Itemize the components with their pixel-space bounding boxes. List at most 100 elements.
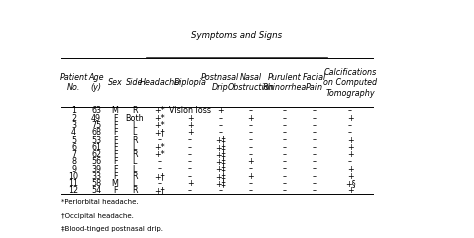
Text: –: – <box>312 135 317 144</box>
Text: Purulent
Rhinorrhea: Purulent Rhinorrhea <box>263 73 307 92</box>
Text: –: – <box>312 179 317 188</box>
Text: –: – <box>158 164 162 174</box>
Text: Side: Side <box>126 78 144 87</box>
Text: 12: 12 <box>69 186 79 195</box>
Text: +§: +§ <box>345 179 356 188</box>
Text: †Occipital headache.: †Occipital headache. <box>61 213 134 219</box>
Text: 3: 3 <box>71 121 76 130</box>
Text: Vision loss: Vision loss <box>169 106 211 115</box>
Text: +: + <box>346 114 353 123</box>
Text: 49: 49 <box>91 114 101 123</box>
Text: –: – <box>158 179 162 188</box>
Text: –: – <box>283 121 287 130</box>
Text: –: – <box>283 150 287 159</box>
Text: +: + <box>346 186 353 195</box>
Text: 4: 4 <box>71 128 76 137</box>
Text: –: – <box>312 121 317 130</box>
Text: R: R <box>132 135 137 144</box>
Text: 8: 8 <box>71 157 76 166</box>
Text: –: – <box>283 114 287 123</box>
Text: +‡: +‡ <box>215 143 226 152</box>
Text: +‡: +‡ <box>215 157 226 166</box>
Text: Age
(y): Age (y) <box>89 73 104 92</box>
Text: Calcifications
on Computed
Tomography: Calcifications on Computed Tomography <box>323 68 377 98</box>
Text: –: – <box>188 186 192 195</box>
Text: F: F <box>113 121 118 130</box>
Text: –: – <box>312 172 317 181</box>
Text: 7: 7 <box>71 150 76 159</box>
Text: +‡: +‡ <box>215 135 226 144</box>
Text: –: – <box>283 135 287 144</box>
Text: +*: +* <box>155 121 165 130</box>
Text: Nasal
Obstruction: Nasal Obstruction <box>227 73 274 92</box>
Text: L: L <box>133 121 137 130</box>
Text: 11: 11 <box>69 179 79 188</box>
Text: –: – <box>219 186 222 195</box>
Text: –: – <box>312 143 317 152</box>
Text: –: – <box>249 121 253 130</box>
Text: Postnasal
Drip: Postnasal Drip <box>201 73 239 92</box>
Text: –: – <box>312 128 317 137</box>
Text: –: – <box>249 164 253 174</box>
Text: L: L <box>133 164 137 174</box>
Text: –: – <box>283 157 287 166</box>
Text: –: – <box>188 143 192 152</box>
Text: 33: 33 <box>91 172 101 181</box>
Text: L: L <box>133 128 137 137</box>
Text: +*: +* <box>155 106 165 115</box>
Text: –: – <box>348 157 352 166</box>
Text: +: + <box>346 143 353 152</box>
Text: 5: 5 <box>71 135 76 144</box>
Text: M: M <box>112 179 118 188</box>
Text: ‡Blood-tinged postnasal drip.: ‡Blood-tinged postnasal drip. <box>61 227 163 233</box>
Text: Diplopia: Diplopia <box>173 78 207 87</box>
Text: Headache: Headache <box>140 78 180 87</box>
Text: L: L <box>133 157 137 166</box>
Text: R: R <box>132 172 137 181</box>
Text: 61: 61 <box>91 143 101 152</box>
Text: –: – <box>348 121 352 130</box>
Text: Sex: Sex <box>108 78 122 87</box>
Text: –: – <box>219 121 222 130</box>
Text: L: L <box>133 179 137 188</box>
Text: –: – <box>283 143 287 152</box>
Text: Symptoms and Signs: Symptoms and Signs <box>191 31 282 40</box>
Text: +‡: +‡ <box>215 172 226 181</box>
Text: F: F <box>113 172 118 181</box>
Text: F: F <box>113 114 118 123</box>
Text: +†: +† <box>155 186 165 195</box>
Text: *Periorbital headache.: *Periorbital headache. <box>61 199 139 205</box>
Text: +*: +* <box>155 114 165 123</box>
Text: 75: 75 <box>91 121 101 130</box>
Text: 1: 1 <box>71 106 76 115</box>
Text: L: L <box>133 143 137 152</box>
Text: –: – <box>312 186 317 195</box>
Text: 39: 39 <box>91 164 101 174</box>
Text: 53: 53 <box>91 135 101 144</box>
Text: 56: 56 <box>91 157 101 166</box>
Text: +: + <box>247 157 254 166</box>
Text: –: – <box>188 150 192 159</box>
Text: –: – <box>249 135 253 144</box>
Text: –: – <box>158 135 162 144</box>
Text: –: – <box>219 128 222 137</box>
Text: +: + <box>346 135 353 144</box>
Text: –: – <box>188 164 192 174</box>
Text: –: – <box>348 128 352 137</box>
Text: +: + <box>217 106 224 115</box>
Text: R: R <box>132 186 137 195</box>
Text: –: – <box>312 157 317 166</box>
Text: 58: 58 <box>91 179 101 188</box>
Text: F: F <box>113 150 118 159</box>
Text: R: R <box>132 150 137 159</box>
Text: –: – <box>249 186 253 195</box>
Text: +†: +† <box>155 128 165 137</box>
Text: –: – <box>312 106 317 115</box>
Text: –: – <box>283 179 287 188</box>
Text: –: – <box>283 186 287 195</box>
Text: +†: +† <box>155 172 165 181</box>
Text: F: F <box>113 186 118 195</box>
Text: +: + <box>346 150 353 159</box>
Text: Patient
No.: Patient No. <box>59 73 88 92</box>
Text: –: – <box>249 179 253 188</box>
